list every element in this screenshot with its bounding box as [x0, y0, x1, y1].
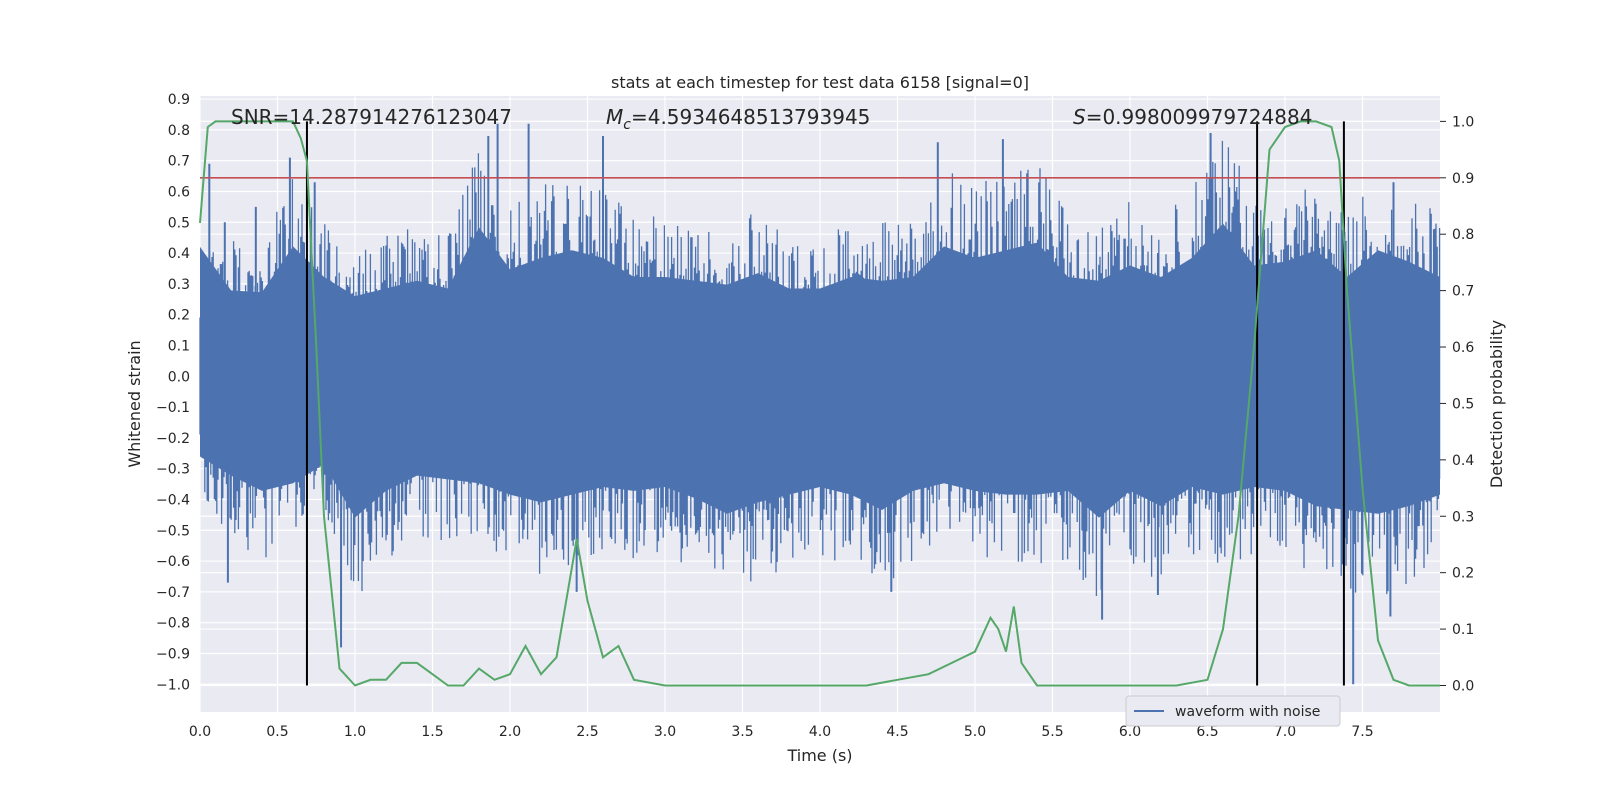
x-axis-label: Time (s) [786, 746, 852, 765]
legend: waveform with noise [1125, 695, 1341, 727]
y-tick-label: 0.5 [168, 215, 190, 231]
x-tick-label: 1.0 [344, 724, 366, 740]
left-axis-ticks: 0.9 0.8 0.7 0.6 0.5 0.4 0.3 0.2 0.1 0.0 −0.1 −0.2 −0… [156, 92, 190, 693]
y2-axis-label: Detection probability [1487, 320, 1506, 488]
waveform-noise-trace [199, 140, 1441, 596]
snr-annotation: SNR=14.287914276123047 [231, 105, 512, 129]
y2-tick-label: 0.3 [1452, 509, 1474, 525]
chirp-mass-annotation: Mc=4.5934648513793945 [606, 105, 870, 133]
x-tick-label: 3.0 [654, 724, 676, 740]
y-tick-label: −0.1 [156, 400, 190, 416]
legend-label-waveform: waveform with noise [1175, 704, 1320, 720]
y-tick-label: 0.0 [168, 369, 190, 385]
x-tick-label: 3.5 [731, 724, 753, 740]
y-tick-label: −1.0 [156, 677, 190, 693]
y2-tick-label: 0.5 [1452, 396, 1474, 412]
detection-probability-line [199, 120, 1440, 687]
y-tick-label: 0.8 [168, 123, 190, 139]
x-tick-label: 2.5 [576, 724, 598, 740]
y2-tick-label: 0.2 [1452, 566, 1474, 582]
y-tick-label: 0.3 [168, 277, 190, 293]
y2-tick-label: 0.0 [1452, 678, 1474, 694]
y-tick-label: 0.4 [168, 246, 190, 262]
x-tick-label: 0.0 [189, 724, 211, 740]
y2-tick-label: 0.6 [1452, 340, 1474, 356]
y-tick-label: −0.2 [156, 431, 190, 447]
x-tick-label: 6.0 [1119, 724, 1141, 740]
y-tick-label: −0.6 [156, 554, 190, 570]
x-tick-label: 7.0 [1274, 724, 1296, 740]
y-tick-label: 0.6 [168, 184, 190, 200]
x-tick-label: 6.5 [1196, 724, 1218, 740]
event-markers [305, 121, 1345, 686]
y-tick-label: −0.4 [156, 492, 190, 508]
x-tick-label: 1.5 [421, 724, 443, 740]
y2-tick-label: 0.4 [1452, 453, 1474, 469]
x-tick-label: 0.5 [266, 724, 288, 740]
x-tick-label: 4.5 [886, 724, 908, 740]
y2-tick-label: 0.9 [1452, 171, 1474, 187]
x-axis-ticks: 0.0 0.5 1.0 1.5 2.0 2.5 3.0 3.5 4.0 4.5 5.0 5.5 6.0 6… [189, 724, 1374, 740]
x-tick-label: 7.5 [1351, 724, 1373, 740]
detection-probability-series [199, 120, 1440, 687]
mc-subscript: c [623, 117, 631, 133]
y-tick-label: 0.7 [168, 154, 190, 170]
y-tick-label: −0.9 [156, 646, 190, 662]
y2-tick-label: 0.7 [1452, 284, 1474, 300]
y2-tick-label: 1.0 [1452, 114, 1474, 130]
y-tick-label: 0.9 [168, 92, 190, 108]
chart-title: stats at each timestep for test data 615… [611, 73, 1029, 92]
y-axis-label: Whitened strain [125, 340, 144, 467]
s-symbol: S [1073, 105, 1086, 129]
y2-tick-label: 0.1 [1452, 622, 1474, 638]
y-tick-label: −0.5 [156, 523, 190, 539]
mc-symbol: M [606, 105, 623, 129]
x-tick-label: 5.5 [1041, 724, 1063, 740]
score-annotation: S=0.998009979724884 [1073, 105, 1312, 129]
x-tick-label: 4.0 [809, 724, 831, 740]
x-tick-label: 5.0 [964, 724, 986, 740]
y-tick-label: −0.3 [156, 462, 190, 478]
x-tick-label: 2.0 [499, 724, 521, 740]
legend-box [1125, 695, 1341, 727]
y-tick-label: −0.8 [156, 616, 190, 632]
y-tick-label: −0.7 [156, 585, 190, 601]
waveform-with-noise-series [199, 123, 1441, 685]
s-value: =0.998009979724884 [1086, 105, 1313, 129]
y-tick-label: 0.2 [168, 308, 190, 324]
y-tick-label: 0.1 [168, 338, 190, 354]
mc-value: =4.5934648513793945 [631, 105, 870, 129]
right-axis-ticks: 1.0 0.9 0.8 0.7 0.6 0.5 0.4 0.3 0.2 0.1 0.0 [1440, 114, 1474, 694]
y2-tick-label: 0.8 [1452, 227, 1474, 243]
